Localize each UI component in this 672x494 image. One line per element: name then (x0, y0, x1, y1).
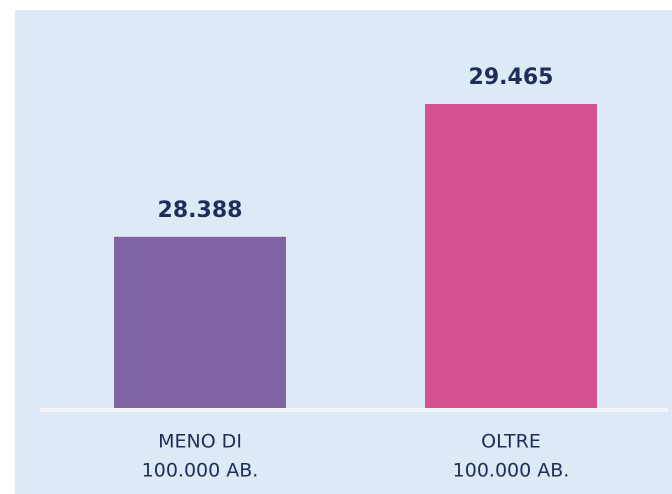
x-tick-label: MENO DI (158, 431, 242, 453)
data-label: 28.388 (158, 198, 243, 223)
axis-line (40, 408, 668, 412)
data-label: 29.465 (469, 65, 554, 90)
x-tick-label: OLTRE (481, 431, 541, 453)
x-tick-label: 100.000 AB. (453, 460, 570, 482)
bar (425, 103, 597, 408)
x-tick-label: 100.000 AB. (142, 460, 259, 482)
bar (114, 236, 286, 408)
